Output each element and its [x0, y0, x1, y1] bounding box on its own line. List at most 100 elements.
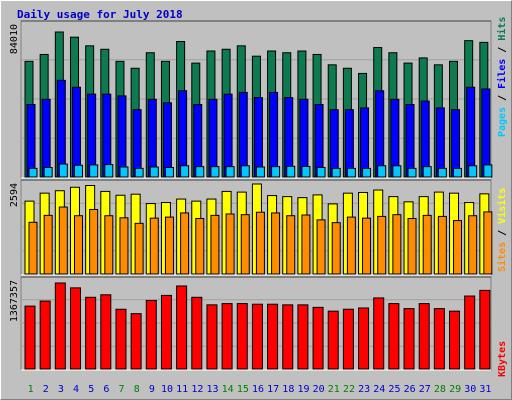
- legend-entry: Files: [496, 59, 508, 89]
- legend-entry: Visits: [496, 188, 508, 224]
- files-bar: [344, 109, 354, 178]
- x-tick-label: 1: [28, 384, 34, 395]
- scale-max-label: 84010: [9, 24, 20, 54]
- legend-entry: Pages: [497, 107, 508, 137]
- files-bar: [193, 104, 203, 178]
- pages-bar: [89, 164, 99, 178]
- sites-bar: [195, 217, 205, 275]
- files-bar: [71, 86, 81, 178]
- kbytes-bar: [160, 294, 172, 370]
- legend-separator: /: [497, 89, 508, 107]
- x-tick-label: 21: [328, 384, 340, 395]
- pages-bar: [73, 164, 83, 178]
- pages-bar: [407, 167, 417, 178]
- pages-bar: [316, 167, 326, 178]
- scale-max-label: 1367357: [9, 280, 20, 322]
- files-bar: [269, 91, 279, 178]
- files-bar: [162, 102, 172, 178]
- x-tick-label: 5: [88, 384, 94, 395]
- pages-bar: [180, 165, 190, 178]
- kbytes-bar: [418, 303, 430, 370]
- legend-separator: /: [497, 224, 508, 242]
- pages-bar: [377, 165, 387, 178]
- kbytes-bar: [388, 303, 400, 370]
- pages-bar: [240, 165, 250, 178]
- x-tick-label: 22: [343, 384, 355, 395]
- x-tick-label: 27: [419, 384, 431, 395]
- sites-bar: [331, 222, 341, 275]
- sites-bar: [301, 214, 311, 275]
- x-tick-label: 11: [176, 384, 188, 395]
- kbytes-bar: [115, 308, 127, 370]
- files-bar: [26, 104, 36, 178]
- pages-bar: [362, 167, 372, 178]
- files-bar: [360, 107, 370, 178]
- files-bar: [284, 97, 294, 178]
- sites-bar: [346, 216, 356, 275]
- files-bar: [253, 97, 263, 178]
- kbytes-bar: [358, 307, 370, 370]
- sites-bar: [407, 217, 417, 275]
- x-tick-label: 9: [149, 384, 155, 395]
- x-tick-label: 14: [222, 384, 234, 395]
- x-tick-label: 6: [103, 384, 109, 395]
- sites-bar: [286, 215, 296, 275]
- sites-bar: [73, 215, 83, 275]
- files-bar: [405, 104, 415, 178]
- files-bar: [117, 95, 127, 178]
- kbytes-bar: [191, 296, 203, 370]
- pages-bar: [225, 166, 235, 178]
- x-tick-label: 7: [119, 384, 125, 395]
- scale-max-label: 2594: [9, 183, 20, 207]
- x-tick-label: 3: [58, 384, 64, 395]
- x-tick-label: 24: [373, 384, 385, 395]
- x-tick-label: 8: [134, 384, 140, 395]
- kbytes-bar: [267, 303, 279, 370]
- x-tick-label: 26: [404, 384, 416, 395]
- kbytes-bar: [221, 303, 233, 370]
- x-tick-label: 16: [252, 384, 264, 395]
- files-bar: [223, 93, 233, 178]
- pages-bar: [164, 167, 174, 178]
- x-tick-label: 4: [73, 384, 79, 395]
- files-bar: [481, 88, 491, 178]
- legend: Pages / Files / Hits: [496, 17, 508, 137]
- pages-bar: [119, 166, 129, 178]
- sites-bar: [392, 214, 402, 275]
- sites-bar: [468, 215, 478, 275]
- files-bar: [314, 104, 324, 178]
- files-bar: [375, 90, 385, 178]
- x-tick-label: 25: [388, 384, 400, 395]
- kbytes-bar: [100, 294, 112, 370]
- pages-bar: [255, 166, 265, 178]
- x-tick-label: 15: [237, 384, 249, 395]
- sites-bar: [28, 221, 38, 275]
- pages-bar: [104, 164, 114, 178]
- pages-bar: [149, 166, 159, 178]
- files-bar: [466, 86, 476, 178]
- pages-bar: [392, 165, 402, 178]
- files-bar: [435, 107, 445, 178]
- pages-bar: [331, 167, 341, 178]
- x-tick-label: 28: [434, 384, 446, 395]
- legend-entry: Hits: [496, 17, 508, 41]
- pages-bar: [286, 165, 296, 178]
- sites-bar: [240, 214, 250, 275]
- sites-bar: [180, 212, 190, 275]
- x-tick-label: 20: [313, 384, 325, 395]
- files-bar: [178, 90, 188, 178]
- files-bar: [56, 79, 66, 178]
- kbytes-bar: [342, 308, 354, 370]
- files-bar: [208, 98, 218, 178]
- kbytes-bar: [206, 304, 218, 370]
- kbytes-bar: [24, 305, 36, 370]
- pages-bar: [301, 165, 311, 178]
- sites-bar: [422, 214, 432, 275]
- pages-bar: [195, 166, 205, 178]
- x-tick-label: 10: [161, 384, 173, 395]
- sites-bar: [149, 217, 159, 275]
- legend-entry: KBytes: [497, 341, 508, 377]
- kbytes-bar: [312, 306, 324, 370]
- sites-bar: [316, 219, 326, 275]
